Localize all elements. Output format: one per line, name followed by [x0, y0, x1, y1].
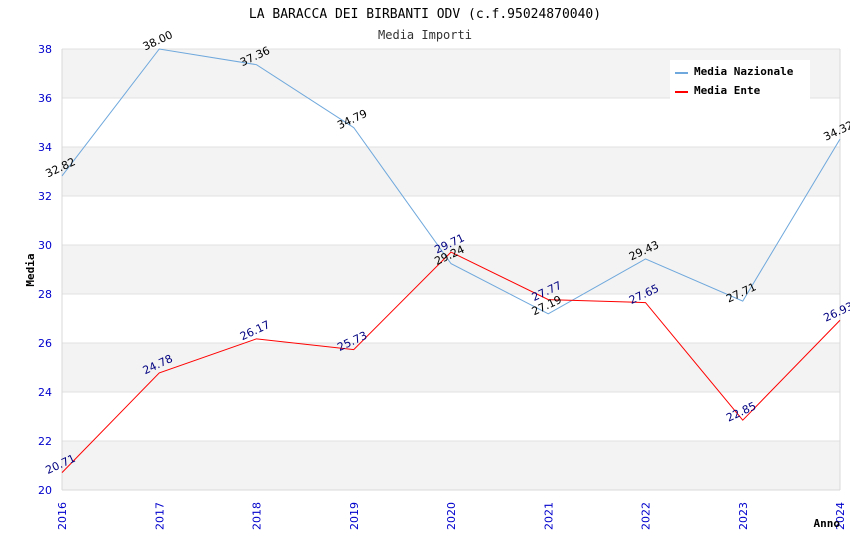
x-tick-label: 2021: [542, 502, 555, 530]
x-tick-label: 2023: [737, 502, 750, 530]
grid-band: [62, 441, 840, 490]
chart-subtitle: Media Importi: [378, 28, 472, 42]
grid-bands: [62, 49, 840, 490]
legend-label-media-nazionale: Media Nazionale: [694, 65, 794, 78]
y-tick-label: 24: [38, 386, 52, 399]
legend-label-media-ente: Media Ente: [694, 84, 761, 97]
y-tick-labels: 20 22 24 26 28 30 32 34 36 38: [38, 43, 52, 497]
y-tick-label: 34: [38, 141, 52, 154]
x-tick-label: 2022: [640, 502, 653, 530]
grid-band: [62, 343, 840, 392]
x-tick-label: 2024: [834, 502, 847, 530]
y-tick-label: 36: [38, 92, 52, 105]
y-tick-label: 22: [38, 435, 52, 448]
x-tick-label: 2018: [251, 502, 264, 530]
grid-band: [62, 147, 840, 196]
axes: [61, 49, 841, 491]
gridlines: [62, 48, 840, 491]
data-label-media-ente: 26.93: [821, 299, 850, 324]
y-tick-label: 32: [38, 190, 52, 203]
legend: Media Nazionale Media Ente: [670, 60, 810, 100]
series-line-media-ente: [61, 251, 841, 473]
legend-background: [670, 60, 810, 100]
data-label-media-nazionale: 34.79: [335, 107, 369, 132]
x-tick-label: 2017: [153, 502, 166, 530]
y-tick-label: 38: [38, 43, 52, 56]
y-tick-label: 28: [38, 288, 52, 301]
y-tick-label: 20: [38, 484, 52, 497]
data-label-media-nazionale: 34.32: [821, 118, 850, 143]
chart-title: LA BARACCA DEI BIRBANTI ODV (c.f.9502487…: [249, 7, 601, 22]
grid-band: [62, 245, 840, 294]
x-tick-labels: 2016 2017 2018 2019 2020 2021 2022 2023 2024: [56, 502, 847, 530]
series-line-media-nazionale: [61, 48, 841, 315]
x-tick-label: 2016: [56, 502, 69, 530]
y-tick-label: 26: [38, 337, 52, 350]
x-tick-label: 2020: [445, 502, 458, 530]
y-axis-label: Media: [24, 253, 37, 286]
y-tick-label: 30: [38, 239, 52, 252]
series-group: [61, 48, 841, 473]
x-tick-label: 2019: [348, 502, 361, 530]
x-axis-label: Anno: [814, 517, 841, 530]
